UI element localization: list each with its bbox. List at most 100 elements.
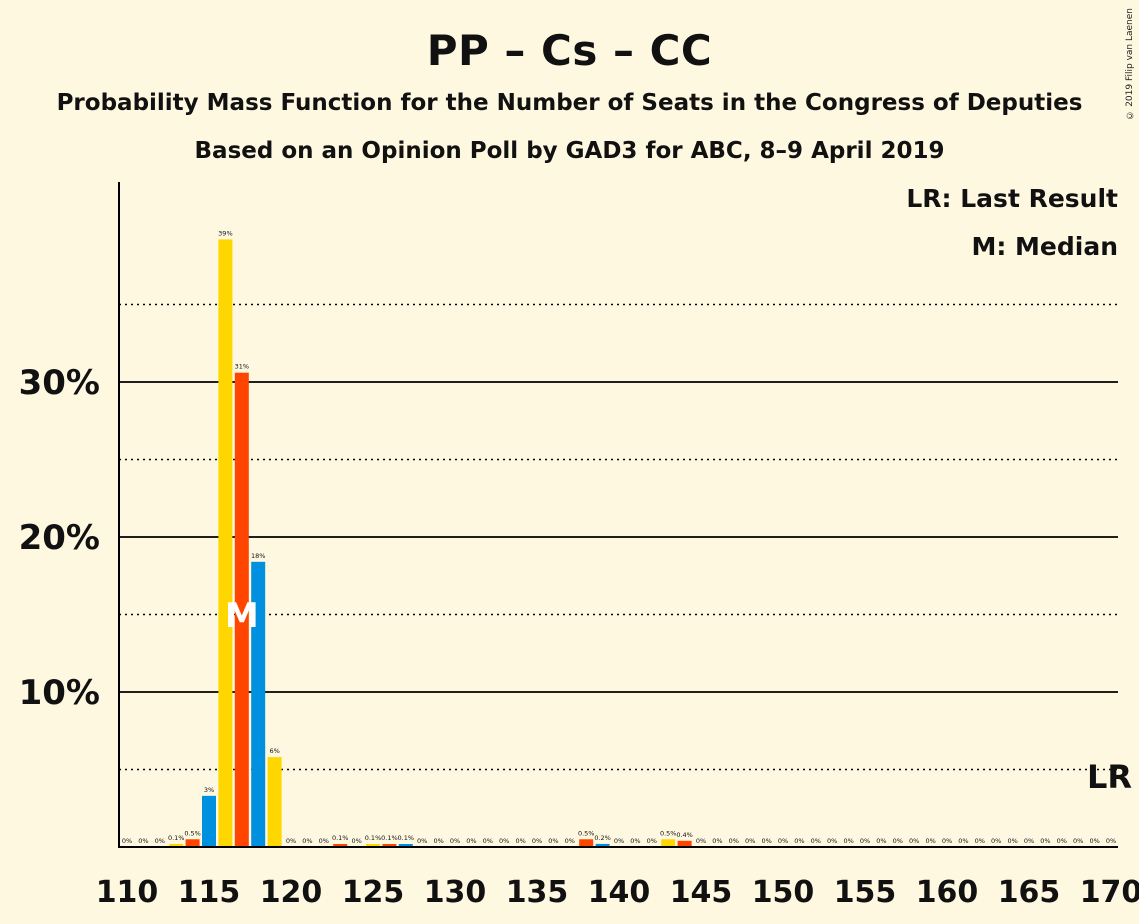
bar-label-seat-170: 0% xyxy=(1106,837,1116,845)
bar-label-seat-122: 0% xyxy=(319,837,329,845)
bar-label-seat-159: 0% xyxy=(925,837,935,845)
bar-label-seat-163: 0% xyxy=(991,837,1001,845)
x-tick-label: 115 xyxy=(178,875,241,910)
x-tick-label: 120 xyxy=(260,875,323,910)
bar-label-seat-161: 0% xyxy=(958,837,968,845)
bar-seat-119 xyxy=(267,757,282,847)
bar-label-seat-155: 0% xyxy=(860,837,870,845)
bar-label-seat-146: 0% xyxy=(712,837,722,845)
x-tick-label: 140 xyxy=(588,875,651,910)
bar-seat-116 xyxy=(218,239,233,847)
bar-seat-125 xyxy=(366,844,380,847)
bar-label-seat-111: 0% xyxy=(138,837,148,845)
bar-label-seat-151: 0% xyxy=(794,837,804,845)
bar-seat-115 xyxy=(202,795,216,847)
bar-label-seat-167: 0% xyxy=(1057,837,1067,845)
bar-label-seat-123: 0.1% xyxy=(332,834,349,842)
bar-series xyxy=(169,239,692,847)
bar-label-seat-149: 0% xyxy=(761,837,771,845)
bar-label-seat-129: 0% xyxy=(433,837,443,845)
bar-label-seat-139: 0.2% xyxy=(594,834,611,842)
bar-value-labels: 0% 0% 0% 0.1%0.5%3%39%31%18%6%0% 0% 0% 0.1% 0% 0… xyxy=(122,229,1116,845)
bar-label-seat-127: 0.1% xyxy=(398,834,415,842)
bar-label-seat-150: 0% xyxy=(778,837,788,845)
bar-seat-143 xyxy=(661,839,676,847)
bar-label-seat-124: 0% xyxy=(351,837,361,845)
bar-label-seat-153: 0% xyxy=(827,837,837,845)
x-tick-label: 110 xyxy=(96,875,159,910)
axes xyxy=(118,182,1118,848)
tick-labels: 110 115 120 125 130 135 140 145 150 155 160 165 170 1… xyxy=(19,363,1139,910)
bar-seat-139 xyxy=(595,843,610,847)
x-tick-label: 150 xyxy=(752,875,815,910)
bar-label-seat-110: 0% xyxy=(122,837,132,845)
bar-label-seat-120: 0% xyxy=(286,837,296,845)
bar-label-seat-118: 18% xyxy=(251,552,265,560)
bar-label-seat-145: 0% xyxy=(696,837,706,845)
bar-label-seat-140: 0% xyxy=(614,837,624,845)
bar-label-seat-113: 0.1% xyxy=(168,834,185,842)
x-tick-label: 130 xyxy=(424,875,487,910)
x-tick-label: 145 xyxy=(670,875,733,910)
bar-seat-126 xyxy=(382,844,397,847)
bar-label-seat-125: 0.1% xyxy=(365,834,382,842)
bar-seat-123 xyxy=(333,844,348,847)
x-tick-label: 165 xyxy=(998,875,1061,910)
bar-label-seat-128: 0% xyxy=(417,837,427,845)
bar-seat-114 xyxy=(185,839,200,847)
chart-subtitle: Probability Mass Function for the Number… xyxy=(56,90,1083,116)
bar-label-seat-115: 3% xyxy=(204,786,214,794)
x-tick-label: 155 xyxy=(834,875,897,910)
bar-label-seat-156: 0% xyxy=(876,837,886,845)
bar-label-seat-133: 0% xyxy=(499,837,509,845)
bar-label-seat-136: 0% xyxy=(548,837,558,845)
bar-seat-118 xyxy=(251,561,266,847)
bar-label-seat-169: 0% xyxy=(1089,837,1099,845)
bar-label-seat-165: 0% xyxy=(1024,837,1034,845)
bar-label-seat-164: 0% xyxy=(1007,837,1017,845)
bar-label-seat-134: 0% xyxy=(515,837,525,845)
y-tick-label: 20% xyxy=(19,518,100,558)
bar-label-seat-147: 0% xyxy=(729,837,739,845)
bar-label-seat-126: 0.1% xyxy=(381,834,398,842)
bar-label-seat-121: 0% xyxy=(302,837,312,845)
x-tick-label: 125 xyxy=(342,875,405,910)
x-tick-label: 135 xyxy=(506,875,569,910)
x-tick-label: 160 xyxy=(916,875,979,910)
bar-label-seat-138: 0.5% xyxy=(578,829,595,837)
legend-median: M: Median xyxy=(971,232,1118,261)
bar-label-seat-157: 0% xyxy=(893,837,903,845)
bar-label-seat-152: 0% xyxy=(811,837,821,845)
bar-label-seat-168: 0% xyxy=(1073,837,1083,845)
chart-title: PP – Cs – CC xyxy=(426,26,713,75)
chart-markers: M LR xyxy=(225,596,1132,796)
bar-label-seat-135: 0% xyxy=(532,837,542,845)
bar-label-seat-116: 39% xyxy=(218,229,232,237)
bar-label-seat-112: 0% xyxy=(155,837,165,845)
bar-label-seat-141: 0% xyxy=(630,837,640,845)
bar-label-seat-158: 0% xyxy=(909,837,919,845)
bar-label-seat-160: 0% xyxy=(942,837,952,845)
bar-label-seat-117: 31% xyxy=(235,363,249,371)
bar-seat-117 xyxy=(234,372,249,847)
last-result-marker: LR xyxy=(1087,758,1132,796)
bar-label-seat-162: 0% xyxy=(975,837,985,845)
bar-label-seat-166: 0% xyxy=(1040,837,1050,845)
bar-label-seat-119: 6% xyxy=(269,747,279,755)
bar-label-seat-154: 0% xyxy=(843,837,853,845)
bar-label-seat-130: 0% xyxy=(450,837,460,845)
legend-last-result: LR: Last Result xyxy=(906,184,1118,213)
bar-label-seat-143: 0.5% xyxy=(660,829,677,837)
gridlines xyxy=(119,303,1118,771)
bar-seat-144 xyxy=(677,840,692,847)
bar-label-seat-137: 0% xyxy=(565,837,575,845)
y-tick-label: 30% xyxy=(19,363,100,403)
bar-seat-113 xyxy=(169,844,184,847)
median-marker: M xyxy=(225,596,259,636)
chart-subtitle-source: Based on an Opinion Poll by GAD3 for ABC… xyxy=(194,138,945,164)
bar-label-seat-131: 0% xyxy=(466,837,476,845)
bar-seat-127 xyxy=(398,844,413,847)
bar-label-seat-132: 0% xyxy=(483,837,493,845)
bar-label-seat-144: 0.4% xyxy=(676,831,693,839)
